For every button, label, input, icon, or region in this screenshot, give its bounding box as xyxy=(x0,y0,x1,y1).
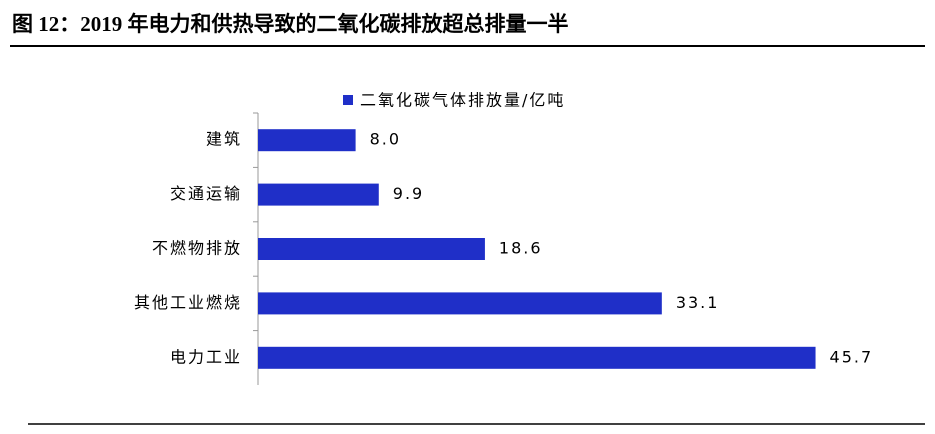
data-label: 18.6 xyxy=(499,239,543,258)
y-tick-label: 电力工业 xyxy=(170,347,242,366)
bar xyxy=(258,346,816,369)
legend-swatch xyxy=(343,95,353,105)
data-label: 9.9 xyxy=(393,184,424,203)
chart-title: 图 12：2019 年电力和供热导致的二氧化碳排放超总排量一半 xyxy=(12,12,569,36)
bar xyxy=(258,292,662,315)
bar xyxy=(258,129,356,152)
bar xyxy=(258,183,379,206)
bar xyxy=(258,238,485,260)
y-tick-label: 交通运输 xyxy=(170,184,242,203)
data-label: 33.1 xyxy=(676,293,720,312)
legend-label: 二氧化碳气体排放量/亿吨 xyxy=(360,91,565,110)
data-label: 8.0 xyxy=(370,130,401,149)
y-tick-label: 不燃物排放 xyxy=(152,239,242,258)
y-tick-label: 其他工业燃烧 xyxy=(134,293,242,312)
data-label: 45.7 xyxy=(830,347,874,366)
y-tick-label: 建筑 xyxy=(206,130,242,149)
